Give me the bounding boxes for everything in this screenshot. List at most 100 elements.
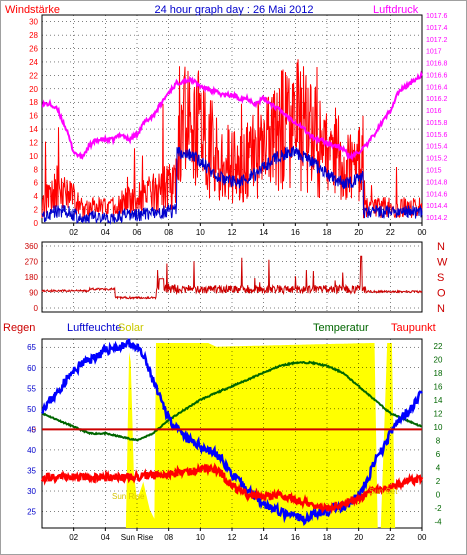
weather-x-tick-label: 22	[386, 533, 395, 542]
pressure-y-tick-label: 1017.6	[426, 13, 448, 20]
temperature-y-tick-label: -4	[434, 517, 442, 526]
wind-pressure-x-tick-label: 20	[354, 228, 363, 237]
wind-y-tick-label: 24	[29, 58, 38, 67]
wind-pressure-x-tick-label: 16	[291, 228, 300, 237]
wind-pressure-x-tick-label: 18	[323, 228, 332, 237]
pressure-y-tick-label: 1015.4	[426, 144, 448, 151]
weather-x-tick-label: 10	[196, 533, 205, 542]
pressure-y-tick-label: 1015	[426, 168, 442, 175]
wind-average-line	[41, 145, 423, 225]
weather-panel: 0253035404550556065-4-202468101214161820…	[27, 338, 443, 542]
weather-x-tick-label: 14	[259, 533, 268, 542]
temperature-y-tick-label: 14	[434, 396, 443, 405]
wind-direction-y-tick-label: 0	[34, 304, 39, 313]
wind-y-tick-label: 8	[34, 165, 39, 174]
compass-label: N	[437, 303, 445, 315]
wind-y-tick-label: 0	[34, 219, 39, 228]
wind-direction-grid	[42, 242, 423, 312]
wind-direction-line	[41, 255, 423, 301]
dewpoint-label: Taupunkt	[391, 322, 436, 334]
dewpoint-line	[40, 462, 424, 515]
temperature-label: Temperatur	[313, 322, 369, 334]
wind-y-tick-label: 22	[29, 71, 38, 80]
humidity-label: Luftfeuchte	[67, 322, 121, 334]
wind-y-tick-label: 28	[29, 31, 38, 40]
wind-y-tick-label: 30	[29, 18, 38, 27]
pressure-y-tick-label: 1016.8	[426, 61, 448, 68]
temperature-y-tick-label: -2	[434, 504, 442, 513]
humidity-y-tick-label: 45	[27, 425, 36, 434]
compass-label: S	[437, 272, 444, 284]
humidity-y-tick-label: 65	[27, 343, 36, 352]
wind-direction-y-tick-label: 180	[25, 273, 39, 282]
pressure-y-tick-label: 1014.2	[426, 215, 448, 222]
humidity-y-tick-label: 60	[27, 364, 36, 373]
pressure-line	[41, 70, 423, 162]
temperature-y-tick-label: 2	[436, 477, 441, 486]
compass-label: W	[437, 257, 448, 269]
weather-x-tick-label: 18	[323, 533, 332, 542]
humidity-y-tick-label: 35	[27, 466, 36, 475]
wind-y-tick-label: 2	[34, 206, 39, 215]
wind-pressure-x-tick-label: 02	[69, 228, 78, 237]
weather-x-tick-label: 20	[354, 533, 363, 542]
pressure-y-tick-label: 1015.6	[426, 132, 448, 139]
temperature-y-tick-label: 0	[436, 490, 441, 499]
wind-y-tick-label: 16	[29, 112, 38, 121]
temperature-y-tick-label: 22	[434, 342, 443, 351]
compass-label: N	[437, 241, 445, 253]
wind-pressure-x-tick-label: 08	[164, 228, 173, 237]
temperature-y-tick-label: 12	[434, 409, 443, 418]
weather-x-tick-label: 16	[291, 533, 300, 542]
wind-y-tick-label: 18	[29, 98, 38, 107]
wind-pressure-x-tick-label: 04	[101, 228, 110, 237]
temperature-line	[41, 360, 422, 442]
weather-x-tick-label: 02	[69, 533, 78, 542]
wind-y-tick-label: 4	[34, 192, 39, 201]
wind-y-tick-label: 26	[29, 45, 38, 54]
pressure-y-tick-label: 1017.4	[426, 25, 448, 32]
weather-x-tick-label: 12	[228, 533, 237, 542]
humidity-y-tick-label: 40	[27, 446, 36, 455]
weather-x-tick-label: 04	[101, 533, 110, 542]
wind-pressure-x-tick-label: 22	[386, 228, 395, 237]
weather-x-tick-label: Sun Rise	[121, 533, 154, 542]
temperature-y-tick-label: 6	[436, 450, 441, 459]
pressure-y-tick-label: 1014.8	[426, 179, 448, 186]
sunset-label: Sun Set	[369, 487, 398, 496]
page-title: 24 hour graph day : 26 Mai 2012	[154, 4, 313, 16]
wind-y-tick-label: 6	[34, 179, 39, 188]
wind-pressure-x-tick-label: 12	[228, 228, 237, 237]
pressure-label: Luftdruck	[373, 4, 419, 16]
wind-speed-label: Windstärke	[5, 4, 60, 16]
pressure-y-tick-label: 1017.2	[426, 37, 448, 44]
rain-label: Regen	[3, 322, 35, 334]
sunrise-label: Sun Rise	[112, 492, 145, 501]
humidity-line	[40, 338, 423, 527]
wind-direction-y-tick-label: 270	[25, 258, 39, 267]
pressure-y-tick-label: 1014.4	[426, 203, 448, 210]
rain-zero-tick-label: 0	[32, 425, 37, 434]
temperature-y-tick-label: 10	[434, 423, 443, 432]
pressure-y-tick-label: 1016.4	[426, 84, 448, 91]
wind-pressure-x-tick-label: 14	[259, 228, 268, 237]
wind-pressure-x-tick-label: 10	[196, 228, 205, 237]
wind-y-tick-label: 10	[29, 152, 38, 161]
humidity-y-tick-label: 50	[27, 405, 36, 414]
pressure-y-tick-label: 1015.2	[426, 156, 448, 163]
wind-pressure-x-tick-label: 06	[133, 228, 142, 237]
temperature-y-tick-label: 16	[434, 382, 443, 391]
humidity-y-tick-label: 25	[27, 508, 36, 517]
pressure-y-tick-label: 1017	[426, 49, 442, 56]
temperature-y-tick-label: 20	[434, 355, 443, 364]
compass-label: O	[437, 288, 446, 300]
humidity-y-tick-label: 55	[27, 384, 36, 393]
wind-direction-y-tick-label: 90	[29, 289, 38, 298]
temperature-y-tick-label: 8	[436, 436, 441, 445]
pressure-y-tick-label: 1014.6	[426, 191, 448, 198]
wind-y-tick-label: 12	[29, 138, 38, 147]
wind-y-tick-label: 14	[29, 125, 38, 134]
wind-pressure-x-tick-label: 00	[418, 228, 427, 237]
